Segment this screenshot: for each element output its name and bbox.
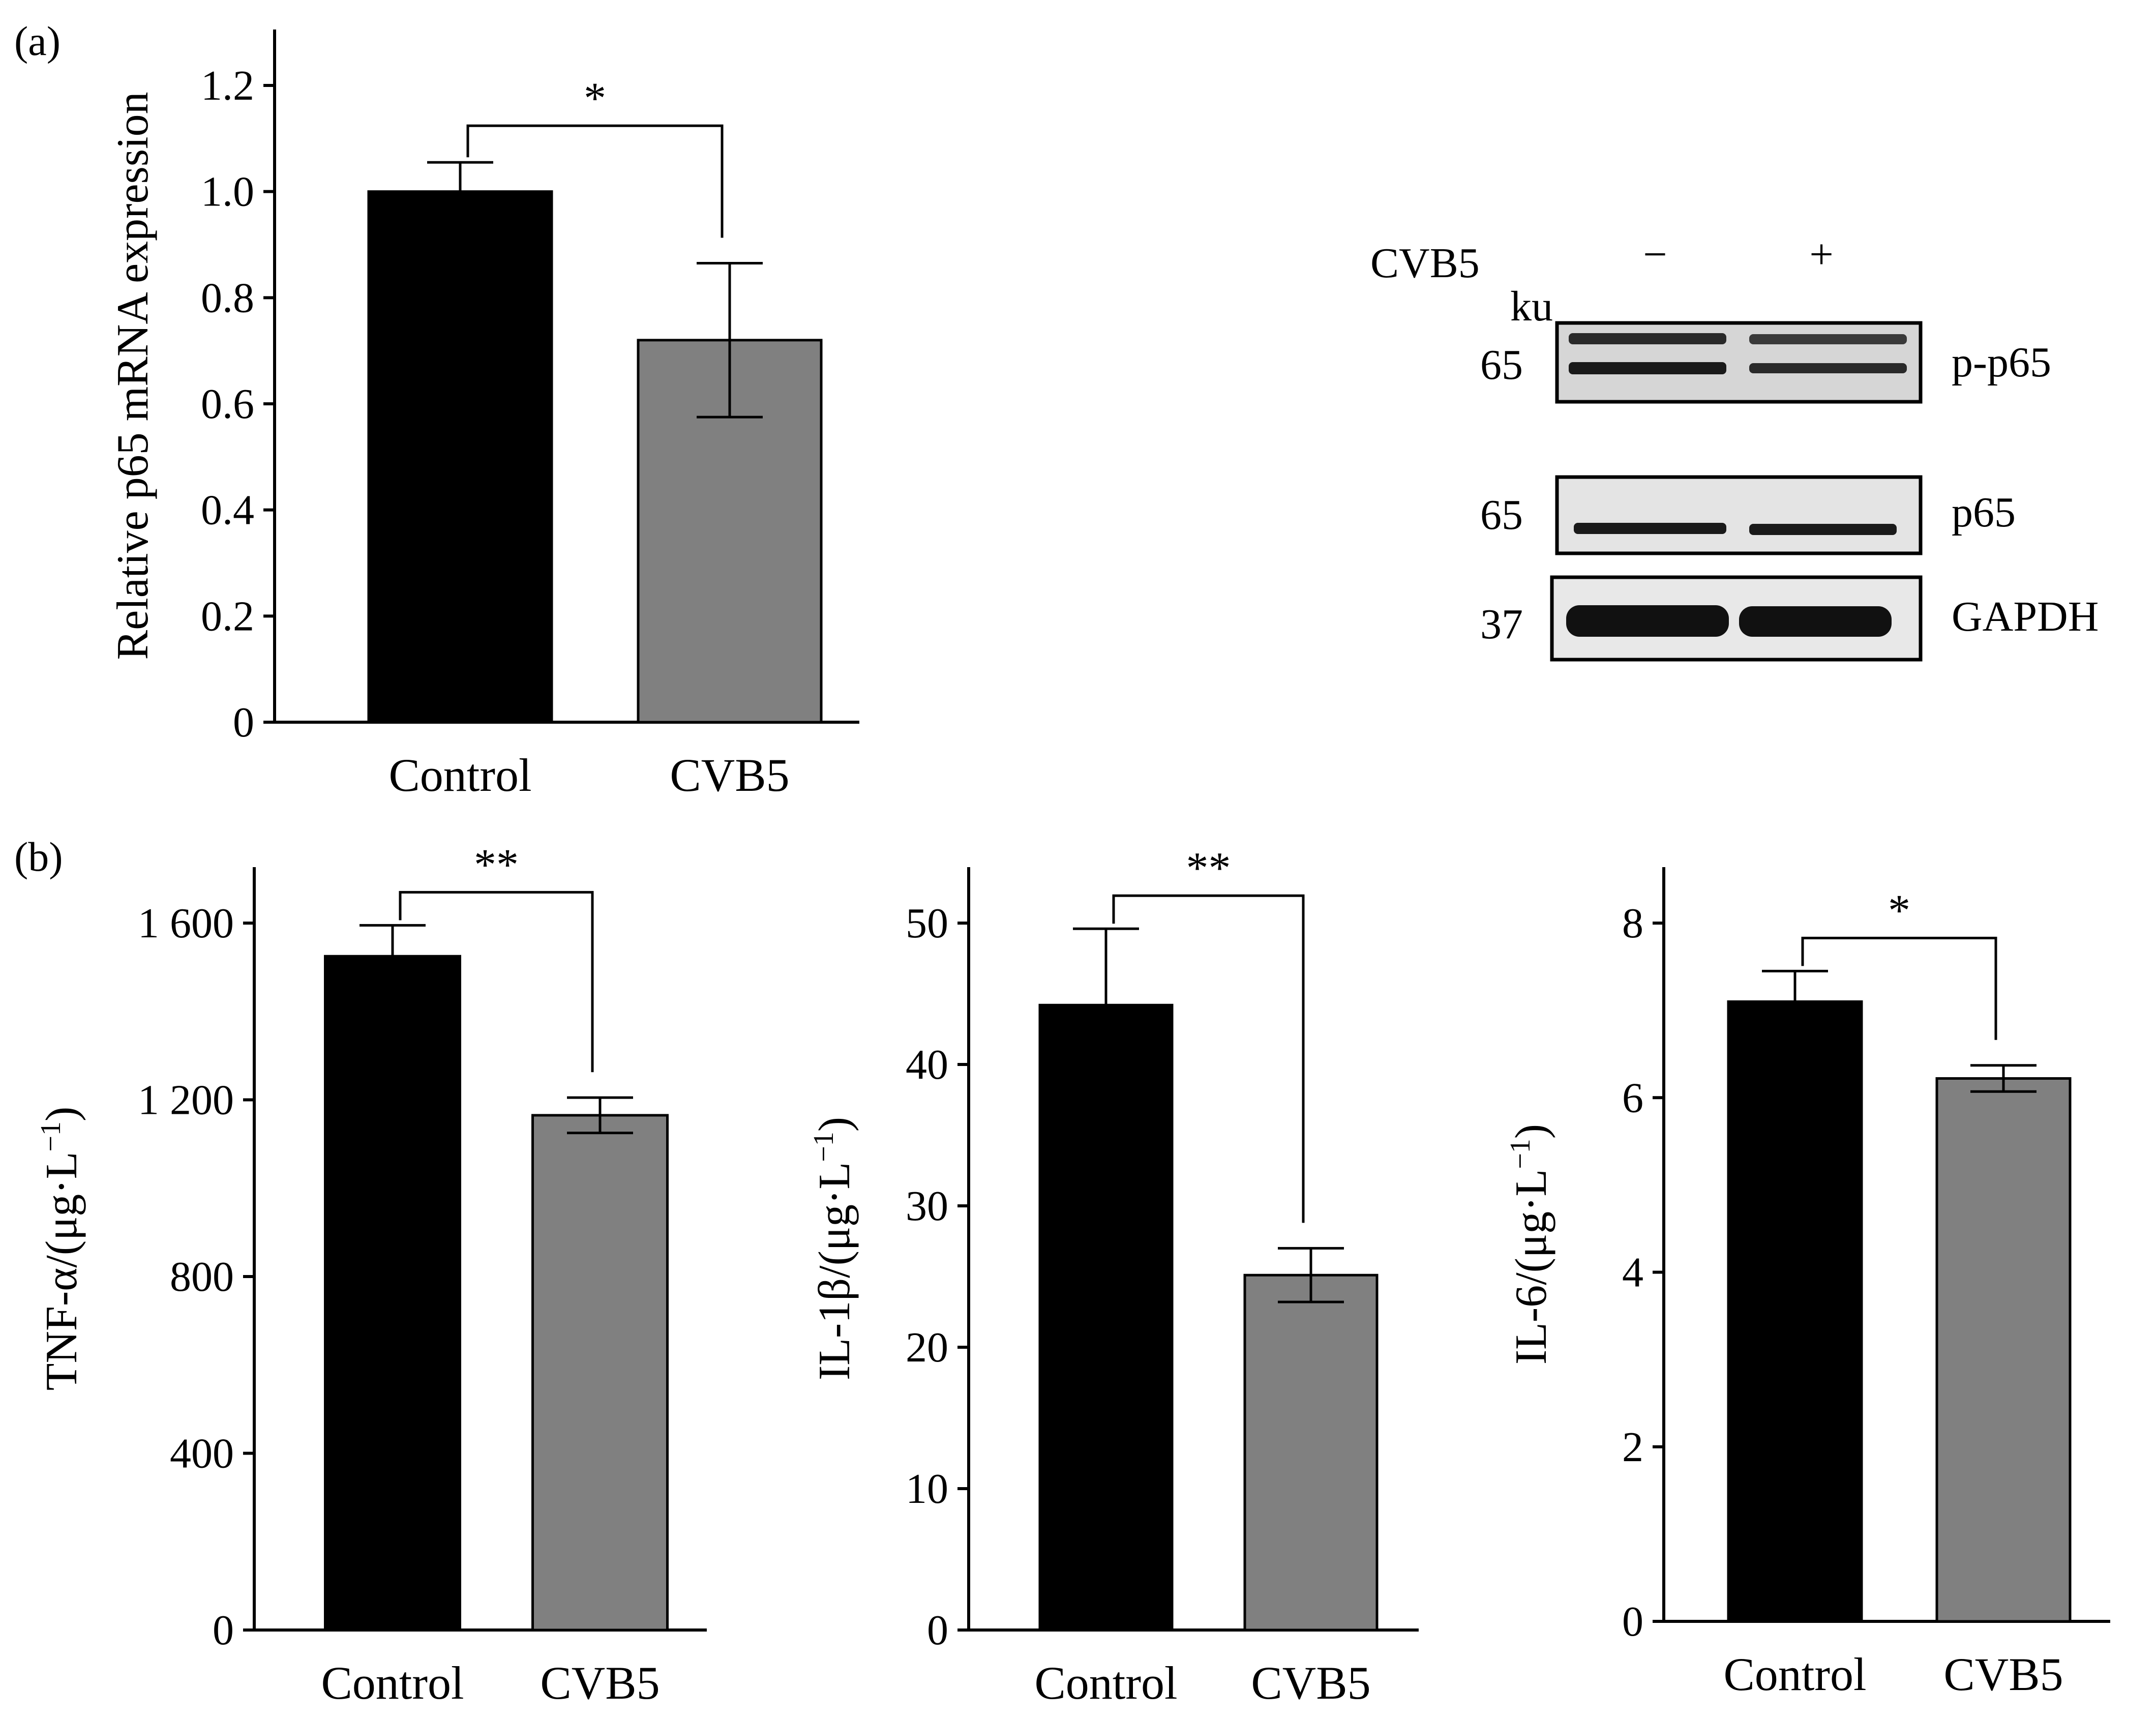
chart-p65-mrna: 0 0.2 0.4 0.6 0.8 1.0 1.2 Control CVB5 * Relative … — [108, 29, 859, 801]
bar-cvb5 — [531, 1114, 669, 1632]
blot-marker-gapdh: 37 — [1480, 601, 1523, 648]
blot-unit-label: ku — [1510, 283, 1553, 330]
y-axis-label: Relative p65 mRNA expression — [108, 92, 158, 660]
y-axis-label-close: ) — [810, 1117, 859, 1132]
significance-bracket — [1801, 936, 1997, 1040]
band-gapdh-cvb5 — [1739, 606, 1892, 637]
y-tick-label: 800 — [170, 1253, 234, 1300]
blot-label-p-p65: p-p65 — [1952, 339, 2051, 386]
x-category-label: CVB5 — [1943, 1648, 2063, 1700]
chart-tnf-alpha: 0 400 800 1 200 1 600 Control CVB5 ** TNF-α/(μg·… — [35, 840, 707, 1709]
y-tick-label: 0 — [213, 1607, 234, 1654]
chart-il-6: 0 2 4 6 8 Control CVB5 * IL-6/(μg·L−1) — [1505, 867, 2110, 1700]
y-axis-label-text: TNF-α/(μg·L — [37, 1152, 86, 1391]
y-tick-label: 0.2 — [201, 593, 254, 640]
western-blot: CVB5 − + ku 65 p-p65 65 p65 37 GAPDH — [1370, 231, 2099, 662]
panel-label-a: (a) — [14, 18, 61, 64]
y-axis-label-text: IL-1β/(μg·L — [810, 1162, 859, 1380]
y-tick-label: 0.4 — [201, 487, 254, 534]
y-tick-label: 20 — [906, 1324, 948, 1371]
y-axis-label: TNF-α/(μg·L−1) — [35, 1107, 86, 1391]
panel-label-b: (b) — [14, 834, 63, 880]
y-tick-label: 0 — [1622, 1598, 1643, 1645]
y-axis-label-superscript: −1 — [1505, 1139, 1536, 1169]
significance-bracket — [466, 124, 724, 238]
x-category-label: CVB5 — [1251, 1657, 1370, 1709]
y-axis-label: IL-1β/(μg·L−1) — [808, 1117, 859, 1380]
y-tick-label: 4 — [1622, 1249, 1643, 1296]
band-p-p65-cvb5-lower — [1749, 363, 1907, 373]
significance-marker: * — [1888, 886, 1910, 935]
blot-label-p65: p65 — [1952, 489, 2016, 536]
bar-cvb5 — [1243, 1273, 1379, 1632]
x-category-label: Control — [1034, 1657, 1177, 1709]
y-tick-label: 6 — [1622, 1074, 1643, 1121]
significance-marker: ** — [1186, 844, 1231, 893]
y-axis-label-close: ) — [1507, 1124, 1556, 1139]
blot-marker-p65: 65 — [1480, 491, 1523, 539]
y-axis-label-superscript: −1 — [35, 1121, 67, 1152]
band-p-p65-control-upper — [1569, 333, 1726, 344]
blot-lane-plus: + — [1809, 231, 1833, 278]
blot-marker-p-p65: 65 — [1480, 341, 1523, 389]
bar-control — [1727, 1000, 1863, 1623]
y-tick-label: 10 — [906, 1465, 948, 1513]
band-p65-control — [1574, 523, 1726, 534]
y-axis-label: IL-6/(μg·L−1) — [1505, 1124, 1556, 1365]
bar-control — [1038, 1003, 1174, 1632]
y-axis-label-close: ) — [37, 1107, 86, 1121]
significance-bracket — [399, 891, 594, 1073]
blot-treatment-label: CVB5 — [1370, 240, 1480, 287]
band-gapdh-control — [1566, 605, 1729, 637]
y-tick-label: 0 — [927, 1607, 948, 1654]
y-tick-label: 30 — [906, 1182, 948, 1230]
bar-cvb5 — [1935, 1077, 2072, 1623]
significance-marker: ** — [474, 840, 519, 890]
x-category-label: Control — [388, 749, 531, 801]
y-tick-label: 0 — [233, 699, 254, 746]
significance-bracket — [1112, 894, 1305, 1223]
y-axis-label-text: IL-6/(μg·L — [1507, 1169, 1556, 1365]
x-category-label: Control — [1723, 1648, 1866, 1700]
chart-il-1beta: 0 10 20 30 40 50 Control CVB5 ** IL-1β/(μg·L−1) — [808, 844, 1419, 1709]
band-p-p65-control-lower — [1569, 362, 1726, 374]
y-tick-label: 0.8 — [201, 274, 254, 321]
bar-control — [324, 955, 461, 1632]
x-category-label: CVB5 — [540, 1657, 660, 1709]
y-tick-label: 40 — [906, 1041, 948, 1088]
y-tick-label: 1 600 — [138, 900, 234, 947]
y-tick-label: 8 — [1622, 900, 1643, 947]
blot-strip-p65 — [1555, 475, 1923, 555]
y-tick-label: 1.2 — [201, 62, 254, 109]
x-category-label: Control — [321, 1657, 464, 1709]
band-p-p65-cvb5-upper — [1749, 334, 1907, 344]
y-tick-label: 2 — [1622, 1424, 1643, 1471]
blot-lane-minus: − — [1643, 231, 1667, 278]
y-tick-label: 400 — [170, 1430, 234, 1477]
x-category-label: CVB5 — [670, 749, 789, 801]
band-p65-cvb5 — [1749, 524, 1897, 535]
y-tick-label: 0.6 — [201, 380, 254, 428]
bar-control — [367, 190, 553, 724]
y-axis-label-superscript: −1 — [808, 1132, 840, 1162]
y-tick-label: 1.0 — [201, 168, 254, 216]
significance-marker: * — [584, 74, 606, 123]
y-tick-label: 50 — [906, 900, 948, 947]
y-tick-label: 1 200 — [138, 1077, 234, 1124]
blot-label-gapdh: GAPDH — [1952, 593, 2099, 640]
